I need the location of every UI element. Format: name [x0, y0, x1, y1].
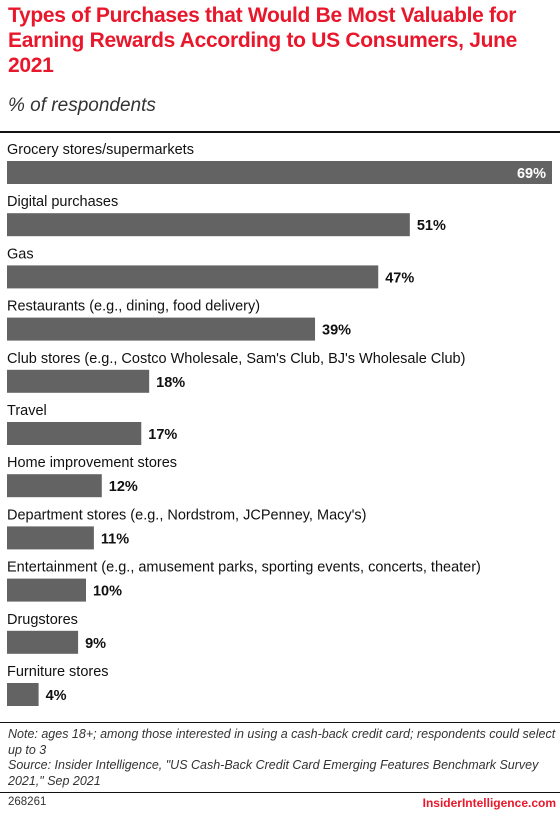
source-text: Source: Insider Intelligence, "US Cash-B… [8, 758, 539, 788]
chart-title: Types of Purchases that Would Be Most Va… [8, 4, 518, 77]
bar [7, 265, 379, 289]
category-label: Gas [7, 246, 34, 262]
value-label: 17% [148, 427, 177, 443]
category-label: Club stores (e.g., Costco Wholesale, Sam… [7, 351, 465, 367]
bar [7, 630, 79, 654]
value-label: 51% [417, 218, 446, 234]
bar [7, 578, 86, 602]
bar [7, 317, 316, 341]
bar [7, 369, 150, 393]
bar [7, 422, 142, 445]
category-label: Department stores (e.g., Nordstrom, JCPe… [7, 507, 366, 523]
category-label: Grocery stores/supermarkets [7, 142, 194, 158]
chart-id: 268261 [8, 796, 47, 808]
value-label: 11% [101, 531, 129, 547]
footer-divider [0, 792, 560, 793]
bar [7, 526, 94, 550]
value-label: 10% [93, 584, 122, 600]
value-label: 47% [385, 270, 414, 286]
category-label: Home improvement stores [7, 455, 177, 471]
chart-notes: Note: ages 18+; among those interested i… [8, 727, 556, 789]
brand-logo: InsiderIntelligence.com [422, 796, 556, 810]
value-label: 4% [46, 688, 67, 704]
value-label: 18% [156, 375, 185, 391]
notes-divider [0, 722, 560, 723]
bar [7, 474, 102, 498]
note-text: Note: ages 18+; among those interested i… [8, 727, 556, 757]
category-label: Entertainment (e.g., amusement parks, sp… [7, 560, 481, 576]
category-label: Furniture stores [7, 664, 109, 680]
category-label: Travel [7, 403, 47, 419]
value-label: 12% [109, 479, 138, 495]
bar [7, 161, 552, 184]
category-label: Digital purchases [7, 194, 118, 210]
bar [7, 683, 39, 706]
value-label: 9% [85, 636, 106, 652]
value-label: 69% [517, 166, 546, 182]
bar [7, 213, 410, 237]
category-label: Drugstores [7, 612, 78, 628]
chart-subtitle: % of respondents [8, 95, 156, 116]
top-divider [0, 131, 560, 133]
category-label: Restaurants (e.g., dining, food delivery… [7, 299, 260, 315]
bar-chart: Grocery stores/supermarkets 69% Digital pu… [7, 142, 552, 706]
value-label: 39% [322, 323, 351, 339]
